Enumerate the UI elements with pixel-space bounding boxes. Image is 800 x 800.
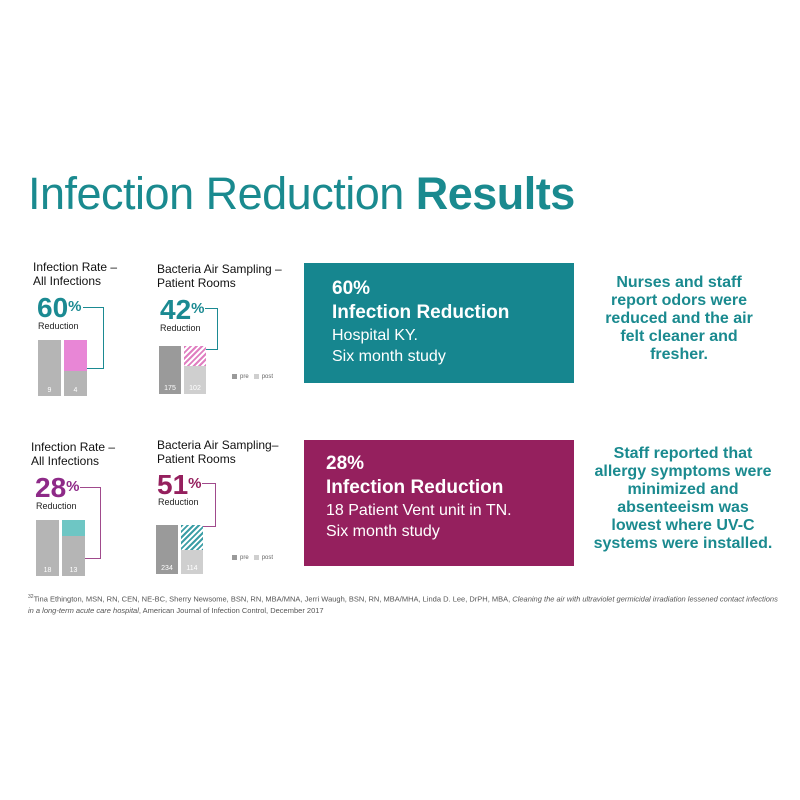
box-heading: Infection Reduction <box>326 477 504 498</box>
chart-2-percent: 42% <box>160 294 205 325</box>
bar-post-value: 102 <box>189 384 201 392</box>
bar-pre: 175 <box>159 346 181 394</box>
chart-4-reduction-label: Reduction <box>158 497 199 507</box>
bar-pre: 9 <box>38 340 61 396</box>
chart-1-title: Infection Rate – All Infections <box>33 260 118 288</box>
result-box-vent-unit-tn: 28% Infection Reduction 18 Patient Vent … <box>304 440 574 566</box>
legend-swatch-pre <box>232 555 237 560</box>
legend-swatch-pre <box>232 374 237 379</box>
bar-post: 4 <box>64 371 87 396</box>
chart-2-reduction-label: Reduction <box>160 323 201 333</box>
chart-1-bracket <box>83 307 104 369</box>
chart-2-title: Bacteria Air Sampling – Patient Rooms <box>157 262 282 290</box>
legend-swatch-post <box>253 374 259 379</box>
bar-post: 13 <box>62 535 85 576</box>
chart-4-percent: 51% <box>157 469 202 500</box>
citation-footnote: 32Tina Ethington, MSN, RN, CEN, NE-BC, S… <box>28 594 778 615</box>
box-location: 18 Patient Vent unit in TN. <box>326 502 512 519</box>
chart-3-bracket <box>80 487 101 559</box>
bar-post-value: 114 <box>186 564 198 572</box>
bar-pre-value: 234 <box>161 565 173 572</box>
bar-post-value: 13 <box>69 566 78 574</box>
bar-post-value: 4 <box>73 386 78 394</box>
side-note-1: Nurses and staff report odors were reduc… <box>605 274 753 363</box>
chart-4-bracket <box>202 483 216 527</box>
chart-4-title: Bacteria Air Sampling– Patient Rooms <box>157 438 279 466</box>
chart-2-bracket <box>205 308 218 350</box>
bar-pre: 234 <box>156 525 178 574</box>
chart-2-legend: pre post <box>232 374 273 380</box>
bar-reduction <box>181 525 203 551</box>
box-location: Hospital KY. <box>332 327 418 344</box>
chart-1-percent: 60% <box>37 292 82 323</box>
box-duration: Six month study <box>332 348 446 365</box>
bar-post: 114 <box>181 550 203 574</box>
result-box-hospital-ky: 60% Infection Reduction Hospital KY. Six… <box>304 263 574 383</box>
bar-reduction <box>184 346 206 367</box>
chart-3-reduction-label: Reduction <box>36 501 77 511</box>
box-duration: Six month study <box>326 523 440 540</box>
box-percent: 28% <box>326 453 365 474</box>
page-title: Infection Reduction Results <box>28 168 575 219</box>
bar-reduction <box>62 520 85 536</box>
bar-post: 102 <box>184 366 206 394</box>
chart-4-legend: pre post <box>232 555 273 561</box>
chart-3-title: Infection Rate – All Infections <box>31 440 116 468</box>
box-heading: Infection Reduction <box>332 302 510 323</box>
bar-pre-value: 18 <box>43 567 52 574</box>
chart-1-reduction-label: Reduction <box>38 321 79 331</box>
side-note-2: Staff reported that allergy symptoms wer… <box>593 445 773 552</box>
box-percent: 60% <box>332 278 371 299</box>
chart-3-percent: 28% <box>35 472 80 503</box>
bar-pre-value: 9 <box>47 387 52 394</box>
bar-reduction <box>64 340 87 372</box>
bar-pre-value: 175 <box>164 385 176 392</box>
legend-swatch-post <box>253 555 259 560</box>
bar-pre: 18 <box>36 520 59 576</box>
